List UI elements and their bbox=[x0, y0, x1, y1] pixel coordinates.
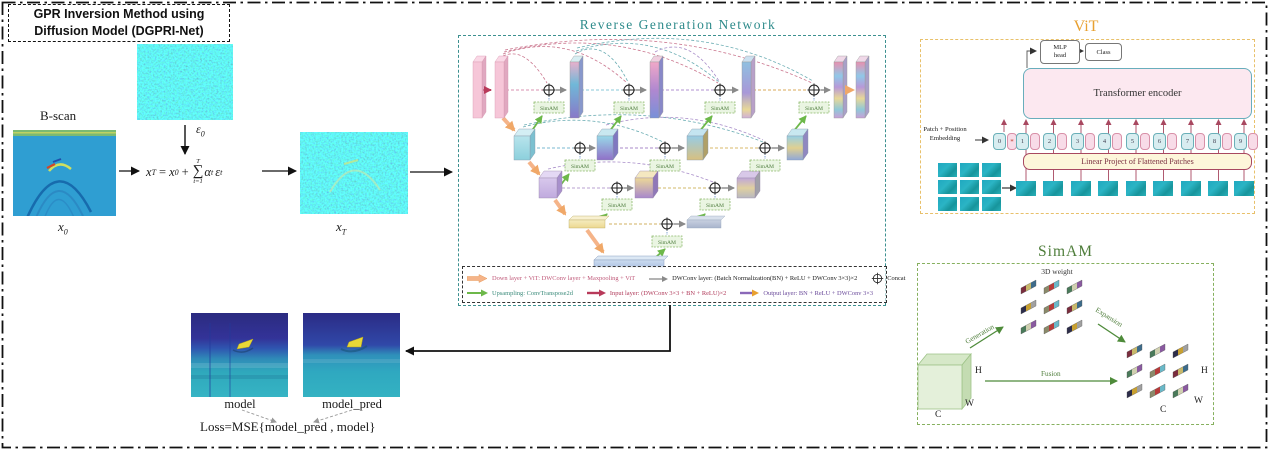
epsilon0-label: ε0 bbox=[196, 122, 205, 139]
svg-text:SimAM: SimAM bbox=[756, 164, 774, 170]
legend-item-upsampling: Upsampling: ConvTranspose2d bbox=[467, 289, 573, 297]
token-6: 6 bbox=[1153, 133, 1177, 150]
token-9: 9 bbox=[1234, 133, 1258, 150]
model-image bbox=[191, 313, 288, 397]
feature-cube bbox=[917, 352, 972, 411]
svg-text:SimAM: SimAM bbox=[608, 203, 626, 209]
bscan-image bbox=[13, 130, 116, 216]
svg-text:SimAM: SimAM bbox=[620, 106, 638, 112]
flattened-patch bbox=[1153, 181, 1173, 196]
flattened-patch bbox=[1181, 181, 1201, 196]
token-4: 4 bbox=[1098, 133, 1122, 150]
upsampling-arrow-icon bbox=[467, 289, 488, 297]
legend-item-dwconv: DWConv layer: (Batch Normalization(BN) +… bbox=[649, 275, 857, 283]
noise-image bbox=[137, 44, 233, 120]
unet-input-slabs bbox=[472, 55, 509, 119]
model-label: model bbox=[224, 397, 256, 411]
input-arrow-icon bbox=[586, 289, 606, 297]
title-box: GPR Inversion Method using Diffusion Mod… bbox=[8, 4, 230, 42]
token-0: 0 * bbox=[993, 133, 1017, 150]
cube-h-label: H bbox=[975, 366, 982, 376]
weight-grid-top bbox=[1020, 279, 1083, 335]
token-1: 1 bbox=[1016, 133, 1040, 150]
unet-diagram: SimAM SimAM SimAM SimAM SimAM SimAM SimA… bbox=[472, 37, 870, 268]
expansion-label: Expansion bbox=[1094, 306, 1124, 329]
unet-row4-bars bbox=[568, 215, 726, 229]
xt-image bbox=[300, 132, 408, 214]
flattened-patch bbox=[1016, 181, 1036, 196]
svg-text:SimAM: SimAM bbox=[571, 164, 589, 170]
fused-c-label: C bbox=[1160, 405, 1166, 415]
patch-grid bbox=[938, 163, 1004, 211]
x0-label: x0 bbox=[58, 219, 68, 237]
xt-label: xT bbox=[336, 219, 347, 237]
flattened-patch bbox=[1126, 181, 1146, 196]
simam-diagram: 3D weight H W C Generation Expan bbox=[917, 267, 1208, 420]
bscan-label: B-scan bbox=[40, 108, 77, 123]
dwconv-arrow-icon bbox=[649, 275, 669, 282]
concat-icon bbox=[872, 272, 884, 285]
legend-item-input-layer: Input layer: (DWConv 3×3 + BN + ReLU)×2 bbox=[586, 289, 726, 297]
token-number: 0 bbox=[993, 133, 1006, 150]
legend-item-concat: Concat bbox=[871, 272, 905, 285]
svg-text:SimAM: SimAM bbox=[706, 203, 724, 209]
cube-w-label: W bbox=[965, 399, 974, 409]
unet-row3-cubes bbox=[538, 170, 761, 199]
cube-c-label: C bbox=[935, 410, 941, 420]
svg-text:SimAM: SimAM bbox=[805, 106, 823, 112]
svg-text:SimAM: SimAM bbox=[656, 164, 674, 170]
sigma-sum: T ∑ t=1 bbox=[192, 157, 204, 185]
legend-item-output-layer: Output layer: BN + ReLU + DWConv 3×3 bbox=[740, 289, 873, 297]
rgn-title: Reverse Generation Network bbox=[579, 17, 777, 32]
loss-text: Loss=MSE{model_pred , model} bbox=[200, 419, 376, 434]
weight-label: 3D weight bbox=[1041, 267, 1073, 276]
fused-h-label: H bbox=[1201, 366, 1208, 376]
model-pred-image bbox=[303, 313, 400, 397]
legend-row-2: Upsampling: ConvTranspose2d Input layer:… bbox=[467, 289, 882, 297]
svg-text:SimAM: SimAM bbox=[540, 106, 558, 112]
patch-position-label: Patch + Position Embedding bbox=[923, 126, 967, 142]
flattened-patch bbox=[1208, 181, 1228, 196]
flattened-patch bbox=[1234, 181, 1254, 196]
flattened-patch bbox=[1098, 181, 1118, 196]
weight-grid-fused bbox=[1126, 343, 1189, 399]
patch-cell bbox=[938, 163, 957, 177]
output-arrow-icon bbox=[740, 289, 760, 297]
title-line-2: Diffusion Model (DGPRI-Net) bbox=[34, 24, 204, 38]
svg-text:SimAM: SimAM bbox=[658, 240, 676, 246]
linear-projection-box: Linear Project of Flattened Patches bbox=[1023, 153, 1252, 170]
token-8: 8 bbox=[1208, 133, 1232, 150]
fusion-label: Fusion bbox=[1041, 370, 1061, 378]
svg-text:SimAM: SimAM bbox=[711, 106, 729, 112]
fused-w-label: W bbox=[1194, 396, 1203, 406]
network-to-output-arrow bbox=[405, 305, 671, 356]
token-5: 5 bbox=[1126, 133, 1150, 150]
transformer-encoder-box: Transformer encoder bbox=[1023, 68, 1252, 119]
title-line-1: GPR Inversion Method using bbox=[33, 7, 205, 22]
legend: Down layer + ViT: DWConv layer + Maxpool… bbox=[462, 266, 905, 303]
rgn-box: SimAM SimAM SimAM SimAM SimAM SimAM SimA… bbox=[458, 35, 905, 306]
mlp-head-box: MLP head bbox=[1040, 40, 1080, 64]
down-layer-arrow-icon bbox=[467, 274, 488, 283]
token-2: 2 bbox=[1043, 133, 1067, 150]
vit-title: ViT bbox=[1073, 18, 1099, 35]
token-7: 7 bbox=[1181, 133, 1205, 150]
model-pred-label: model_pred bbox=[322, 397, 382, 411]
flattened-patch bbox=[1071, 181, 1091, 196]
legend-item-down-layer: Down layer + ViT: DWConv layer + Maxpool… bbox=[467, 274, 635, 283]
token-3: 3 bbox=[1071, 133, 1095, 150]
flattened-patch bbox=[1043, 181, 1063, 196]
class-box: Class bbox=[1085, 43, 1122, 61]
legend-row-1: Down layer + ViT: DWConv layer + Maxpool… bbox=[467, 272, 905, 285]
